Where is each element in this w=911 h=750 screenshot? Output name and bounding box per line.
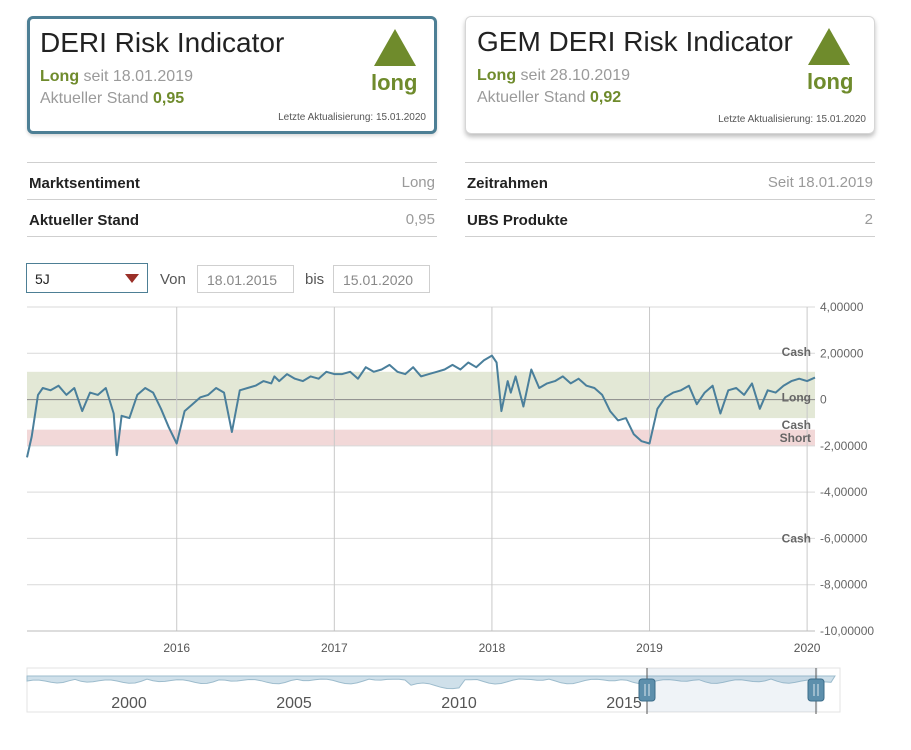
zone-label: Cash <box>782 345 811 359</box>
series <box>26 354 816 458</box>
y-tick-label: -10,00000 <box>820 624 874 638</box>
range-select[interactable]: 5J <box>26 263 148 293</box>
zone-label: Short <box>780 431 811 445</box>
y-tick-label: -8,00000 <box>820 578 868 592</box>
grid <box>27 306 815 632</box>
card-title: DERI Risk Indicator <box>40 27 285 58</box>
card-stand-label: Aktueller Stand <box>40 90 149 107</box>
card-since-prefix: seit <box>520 67 546 84</box>
y-tick-label: -4,00000 <box>820 485 868 499</box>
navigator-selection[interactable] <box>647 668 818 712</box>
y-tick-label: 2,00000 <box>820 346 864 360</box>
zone-short <box>27 429 815 446</box>
zone-label: Cash <box>782 418 811 432</box>
info-value: Long <box>401 174 435 191</box>
navigator[interactable]: 2000 2005 2010 2015 <box>26 667 841 714</box>
x-tick-label: 2019 <box>636 641 663 655</box>
from-label: Von <box>160 271 186 288</box>
info-key: UBS Produkte <box>467 212 568 229</box>
info-key: Aktueller Stand <box>29 212 140 229</box>
card-updated: Letzte Aktualisierung: 15.01.2020 <box>278 112 426 123</box>
navigator-series <box>26 675 836 690</box>
navigator-frame <box>26 667 841 713</box>
navigator-right-handle[interactable] <box>807 678 825 702</box>
card-stand-value: 0,95 <box>152 90 185 107</box>
card-since-date: 18.01.2019 <box>112 68 193 85</box>
y-tick-label: 0 <box>820 393 827 407</box>
card-badge: long <box>371 70 418 95</box>
chevron-down-icon[interactable] <box>125 274 139 283</box>
info-value: 0,95 <box>405 211 435 228</box>
to-label: bis <box>305 271 325 288</box>
navigator-tick-label: 2000 <box>111 695 147 712</box>
info-key: Zeitrahmen <box>467 175 548 192</box>
info-row: Zeitrahmen Seit 18.01.2019 <box>465 162 875 199</box>
card-status: Long <box>477 67 517 84</box>
range-select-value: 5J <box>35 271 50 287</box>
x-axis-labels: 2016 2017 2018 2019 2020 <box>163 641 820 655</box>
x-tick-label: 2020 <box>794 641 821 655</box>
navigator-tick-label: 2015 <box>606 695 642 712</box>
deri-card[interactable]: DERI Risk Indicator Long seit 18.01.2019… <box>27 16 437 134</box>
y-axis-labels: 4,00000 2,00000 0 -2,00000 -4,00000 -6,00000 -… <box>820 300 874 638</box>
to-date-input[interactable]: 15.01.2020 <box>333 265 430 293</box>
info-table-left: Marktsentiment Long Aktueller Stand 0,95 <box>27 162 437 237</box>
card-since-date: 28.10.2019 <box>549 67 630 84</box>
info-row: Marktsentiment Long <box>27 162 437 199</box>
navigator-tick-label: 2005 <box>276 695 312 712</box>
zone-label: Cash <box>782 531 811 545</box>
navigator-left-handle[interactable] <box>638 678 656 702</box>
info-row: Aktueller Stand 0,95 <box>27 199 437 237</box>
from-date-input[interactable]: 18.01.2015 <box>197 265 294 293</box>
y-tick-label: -2,00000 <box>820 439 868 453</box>
navigator-tick-label: 2010 <box>441 695 477 712</box>
card-since: Long seit 18.01.2019 <box>40 68 193 86</box>
info-row: UBS Produkte 2 <box>465 199 875 237</box>
x-tick-label: 2018 <box>479 641 506 655</box>
card-stand-value: 0,92 <box>589 89 622 106</box>
card-stand: Aktueller Stand 0,92 <box>477 89 621 107</box>
card-status: Long <box>40 68 80 85</box>
info-key: Marktsentiment <box>29 175 140 192</box>
card-badge: long <box>807 69 854 94</box>
card-since-prefix: seit <box>83 68 109 85</box>
y-tick-label: 4,00000 <box>820 300 864 314</box>
deri-chart: 4,00000 2,00000 0 -2,00000 -4,00000 -6,00000 -… <box>26 300 874 714</box>
long-triangle-icon <box>808 28 850 65</box>
info-value: Seit 18.01.2019 <box>767 174 873 191</box>
zones <box>27 371 815 446</box>
x-tick-label: 2017 <box>321 641 348 655</box>
x-tick-label: 2016 <box>163 641 190 655</box>
card-updated: Letzte Aktualisierung: 15.01.2020 <box>718 114 866 125</box>
zone-label: Long <box>782 390 811 404</box>
y-tick-label: -6,00000 <box>820 531 868 545</box>
card-stand: Aktueller Stand 0,95 <box>40 90 184 108</box>
series-line <box>26 354 816 458</box>
info-value: 2 <box>864 211 873 228</box>
card-since: Long seit 28.10.2019 <box>477 67 630 85</box>
zone-long <box>27 371 815 419</box>
card-stand-label: Aktueller Stand <box>477 89 586 106</box>
info-table-right: Zeitrahmen Seit 18.01.2019 UBS Produkte … <box>465 162 875 237</box>
gem-deri-card[interactable]: GEM DERI Risk Indicator Long seit 28.10.… <box>465 16 875 134</box>
long-triangle-icon <box>374 29 416 66</box>
card-title: GEM DERI Risk Indicator <box>477 26 793 57</box>
